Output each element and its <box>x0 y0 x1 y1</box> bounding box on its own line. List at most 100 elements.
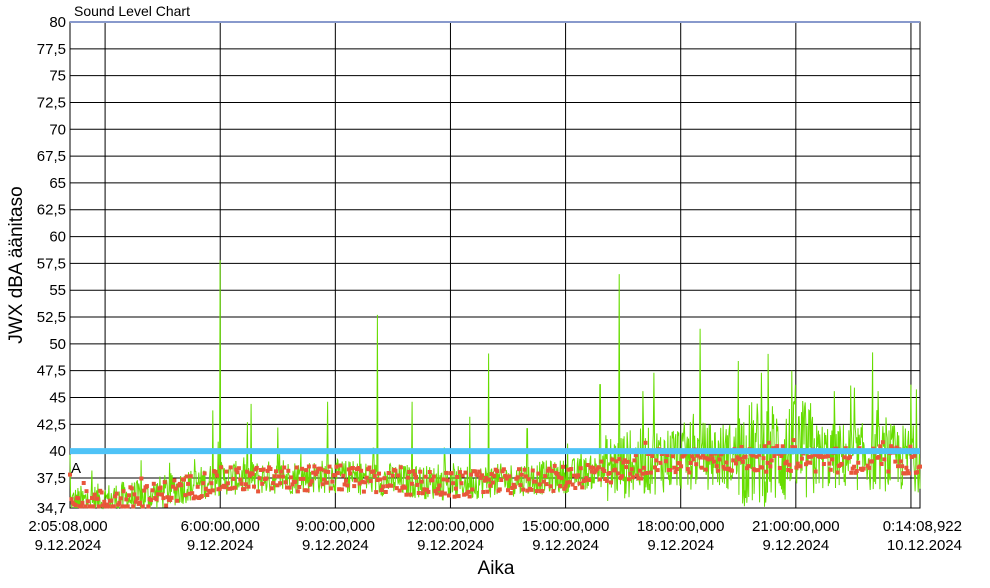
red-marker <box>190 491 195 496</box>
red-marker <box>556 475 561 480</box>
red-marker <box>405 475 410 480</box>
red-marker <box>102 499 107 504</box>
red-marker <box>905 469 910 474</box>
red-marker <box>297 485 302 489</box>
y-tick-label: 55 <box>49 282 66 299</box>
red-marker <box>607 471 612 475</box>
red-marker <box>691 457 696 462</box>
red-marker <box>286 468 291 473</box>
red-marker <box>150 488 155 493</box>
red-marker <box>339 487 344 492</box>
red-marker <box>636 476 641 481</box>
red-marker <box>591 465 596 470</box>
red-marker <box>272 474 277 479</box>
red-marker <box>243 482 248 487</box>
red-marker <box>694 462 699 467</box>
red-marker <box>202 471 207 476</box>
red-marker <box>677 461 682 466</box>
chart-title: Sound Level Chart <box>74 3 190 19</box>
red-marker <box>522 467 527 472</box>
red-marker <box>490 480 495 485</box>
red-marker <box>342 482 347 487</box>
red-marker <box>368 479 373 483</box>
red-marker <box>385 484 390 489</box>
red-marker <box>323 469 328 474</box>
y-tick-label: 57,5 <box>37 255 66 272</box>
red-marker <box>236 466 241 471</box>
red-marker <box>269 486 274 491</box>
red-marker <box>625 459 630 464</box>
y-tick-labels: 34,7 37,5 40 42,5 45 47,5 50 52,5 55 57,5 60 62,5 65… <box>37 14 66 517</box>
red-marker <box>569 467 574 471</box>
red-marker <box>133 499 138 504</box>
red-marker <box>381 484 386 489</box>
red-marker <box>585 463 590 467</box>
red-marker <box>699 465 704 470</box>
red-marker <box>519 472 524 477</box>
red-marker <box>570 482 575 487</box>
red-marker <box>688 461 693 465</box>
red-marker <box>878 444 883 449</box>
red-marker <box>363 480 368 485</box>
red-marker <box>419 479 424 484</box>
red-marker <box>276 474 281 479</box>
red-marker <box>484 476 489 480</box>
red-marker <box>598 477 602 482</box>
red-marker <box>631 475 635 480</box>
red-marker <box>596 465 601 470</box>
red-marker <box>408 492 413 497</box>
red-marker <box>396 473 401 478</box>
red-marker <box>330 479 335 484</box>
red-marker <box>447 493 451 498</box>
red-marker <box>695 453 700 458</box>
red-marker <box>536 471 541 476</box>
red-marker <box>359 468 364 473</box>
red-marker <box>301 476 306 481</box>
red-marker <box>257 476 262 481</box>
red-marker <box>158 485 163 490</box>
red-marker <box>485 489 490 494</box>
red-marker <box>344 478 348 483</box>
red-marker <box>507 474 512 479</box>
red-marker <box>120 504 125 509</box>
red-marker <box>828 467 833 472</box>
red-marker <box>488 483 493 488</box>
red-marker <box>760 465 765 470</box>
red-marker <box>129 486 134 491</box>
red-marker <box>437 483 442 488</box>
red-marker <box>275 483 280 488</box>
red-marker <box>848 454 852 459</box>
red-marker <box>393 468 398 473</box>
red-marker <box>225 481 230 486</box>
red-marker <box>228 465 233 470</box>
red-marker <box>621 460 626 465</box>
red-marker <box>806 454 811 459</box>
red-marker <box>268 467 273 471</box>
y-tick-label: 70 <box>49 121 66 138</box>
red-marker <box>234 467 239 472</box>
red-marker <box>784 459 789 464</box>
red-marker <box>517 467 521 472</box>
red-marker <box>839 461 844 466</box>
red-marker <box>182 477 186 482</box>
red-marker <box>364 475 369 480</box>
red-marker <box>338 463 343 468</box>
red-marker <box>865 463 870 468</box>
red-marker <box>122 504 127 509</box>
red-marker <box>799 456 804 461</box>
red-marker <box>614 459 619 464</box>
red-marker <box>144 484 149 489</box>
red-marker <box>412 472 417 477</box>
red-marker <box>709 452 714 457</box>
red-marker <box>664 459 668 464</box>
red-marker <box>327 464 332 469</box>
red-marker <box>880 440 885 445</box>
red-marker <box>779 454 784 458</box>
red-marker <box>518 483 523 488</box>
red-marker <box>492 473 497 478</box>
red-marker <box>165 495 170 500</box>
red-marker <box>219 465 224 470</box>
red-marker <box>499 478 504 482</box>
red-marker <box>473 469 478 474</box>
red-marker <box>690 454 695 459</box>
